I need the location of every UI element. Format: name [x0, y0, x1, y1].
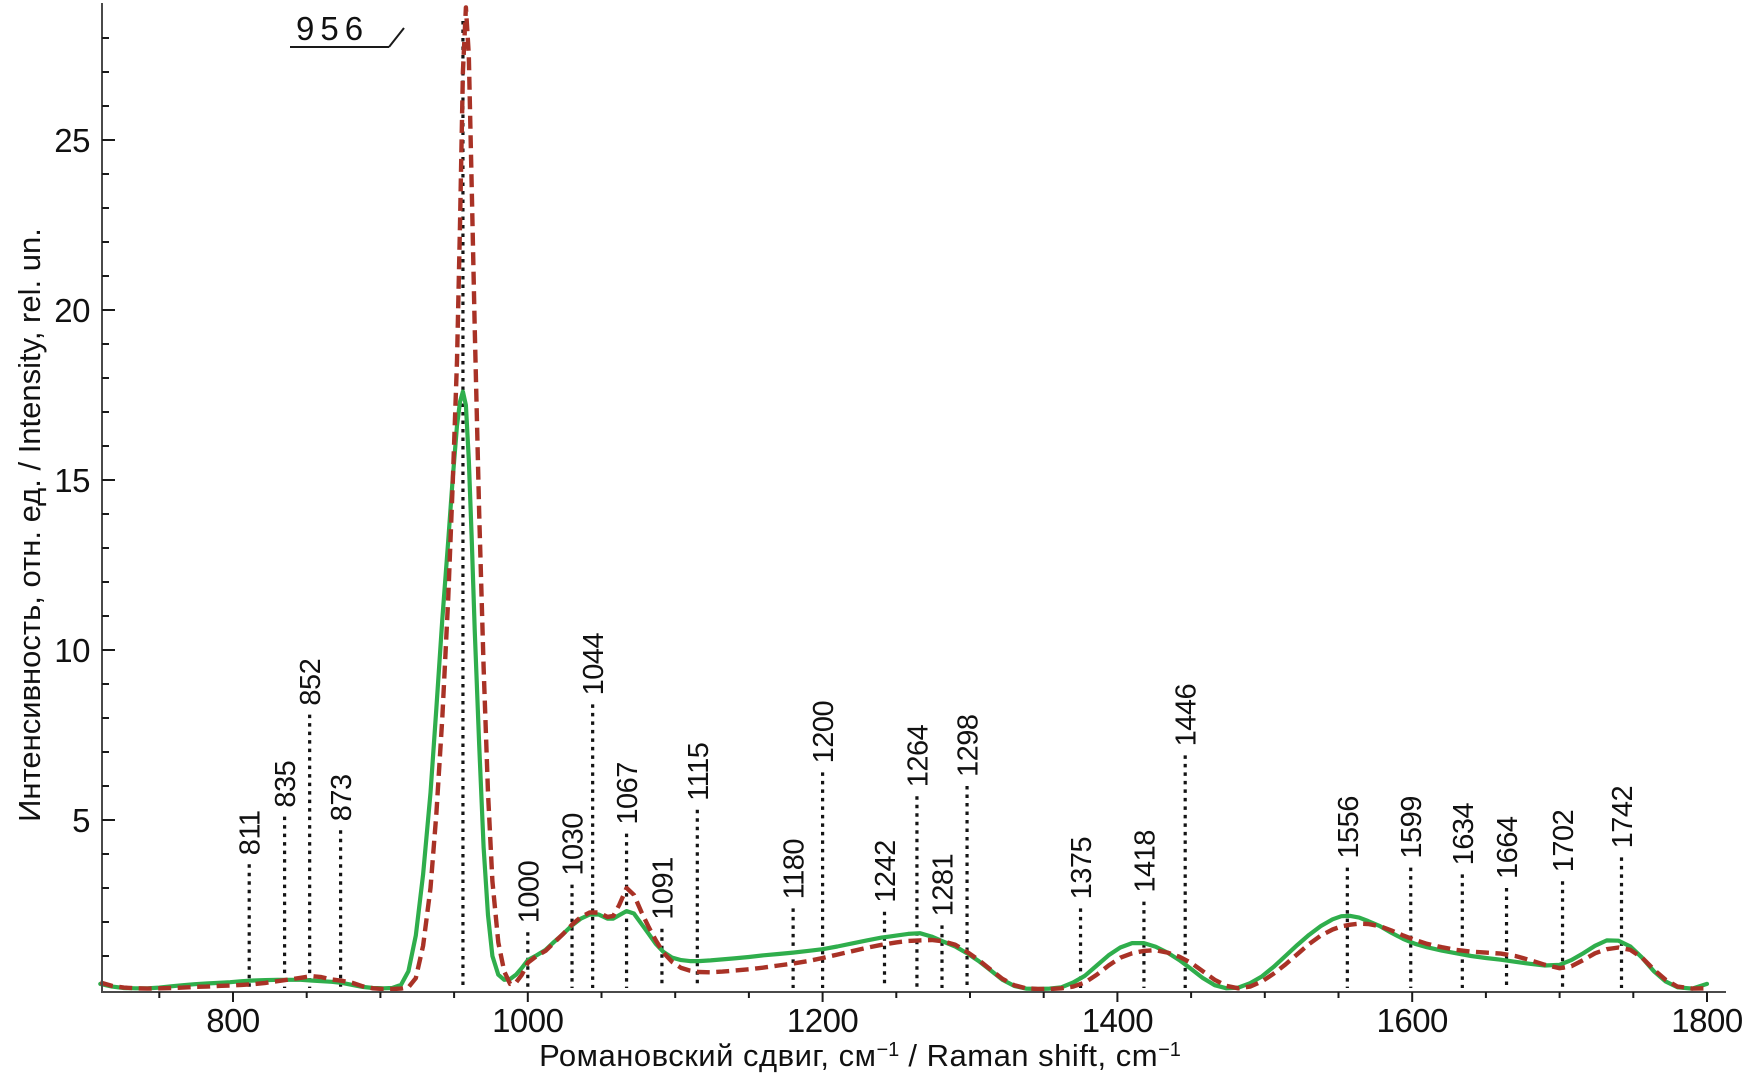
- peak-label: 1000: [513, 861, 545, 924]
- y-tick-label: 25: [54, 122, 90, 159]
- x-axis-title-sup: −1: [876, 1039, 900, 1061]
- peak-label: 1664: [1492, 816, 1524, 879]
- peak-label: 1599: [1396, 796, 1428, 859]
- peak-label: 1115: [683, 743, 715, 801]
- peak-label: 1264: [902, 724, 934, 787]
- x-axis-title-sup: −1: [1158, 1039, 1181, 1061]
- peak-label: 1556: [1333, 796, 1365, 859]
- peak-label: 1067: [612, 762, 644, 825]
- peak-label: 873: [326, 774, 358, 821]
- x-tick-label: 1200: [787, 1002, 859, 1039]
- peak-label: 1634: [1448, 803, 1480, 866]
- main-peak-pointer: [388, 27, 405, 48]
- peak-label: 1044: [578, 633, 610, 696]
- y-axis-title-text: Интенсивность, отн. ед. / Intensity, rel…: [12, 228, 47, 822]
- peak-label: 1418: [1129, 830, 1161, 893]
- peak-label: 1030: [558, 813, 590, 876]
- x-axis-title: Романовский сдвиг, см−1 / Raman shift, c…: [539, 1038, 1181, 1074]
- x-tick-label: 1000: [492, 1002, 564, 1039]
- series-red-curve: [99, 5, 1708, 992]
- y-tick-label: 10: [54, 632, 90, 669]
- x-tick-label: 1600: [1376, 1002, 1448, 1039]
- peak-label: 1375: [1066, 837, 1098, 900]
- x-axis-title-en: / Raman shift, cm: [899, 1038, 1159, 1073]
- peak-label: 1742: [1607, 786, 1639, 849]
- peak-label: 1180: [779, 839, 811, 899]
- peak-label: 1200: [808, 701, 840, 764]
- y-tick-label: 15: [54, 462, 90, 499]
- peak-label: 852: [295, 659, 327, 706]
- main-peak-label: 956: [296, 10, 369, 47]
- x-axis-title-ru: Романовский сдвиг, см: [539, 1038, 877, 1073]
- peak-label: 1298: [953, 714, 985, 777]
- x-tick-label: 1800: [1671, 1002, 1743, 1039]
- y-tick-label: 5: [72, 802, 90, 839]
- peak-label: 1702: [1548, 810, 1580, 873]
- peak-label: 1091: [647, 857, 679, 920]
- x-tick-label: 1400: [1082, 1002, 1154, 1039]
- peak-label: 1281: [927, 854, 959, 917]
- x-tick-label: 800: [206, 1002, 260, 1039]
- peak-label: 835: [270, 761, 302, 808]
- peak-label: 811: [235, 810, 267, 855]
- peak-label: 1242: [870, 840, 902, 903]
- y-tick-label: 20: [54, 292, 90, 329]
- peak-label: 1446: [1171, 684, 1203, 747]
